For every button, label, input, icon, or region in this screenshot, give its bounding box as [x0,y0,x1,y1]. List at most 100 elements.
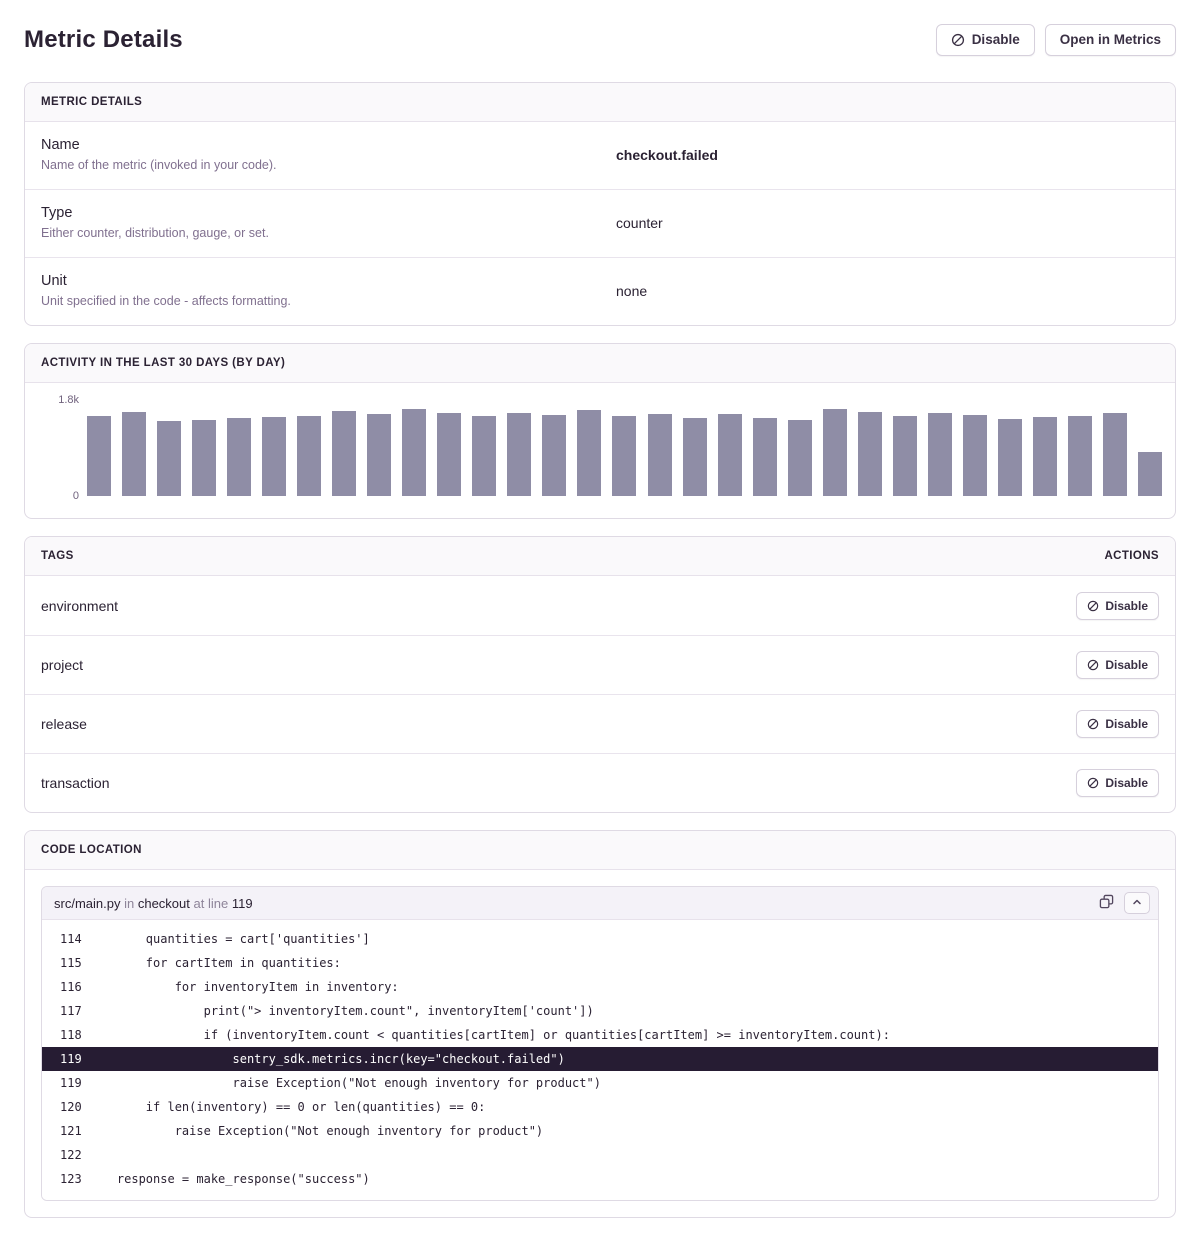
code-line-number: 119 [60,1052,82,1066]
disable-tag-button-label: Disable [1105,658,1148,672]
activity-bar [822,408,847,496]
code-line-text: raise Exception("Not enough inventory fo… [88,1124,544,1138]
code-line-number: 115 [60,956,82,970]
chart-plot-area [87,400,1162,496]
code-line-text: response = make_response("success") [88,1172,370,1186]
frame-line-number: 119 [231,895,253,911]
activity-bar [1102,413,1127,496]
activity-bar [787,419,812,496]
open-in-metrics-button[interactable]: Open in Metrics [1044,24,1176,56]
disable-tag-button[interactable]: Disable [1076,651,1159,679]
metric-detail-key: Unit Unit specified in the code - affect… [41,273,600,308]
tag-name: release [41,716,87,732]
metric-detail-row: Name Name of the metric (invoked in your… [25,122,1175,189]
activity-bar [472,415,497,496]
activity-bar [997,419,1022,496]
code-location-panel: CODE LOCATION src/main.py in checkout at… [24,830,1176,1218]
slashed-circle-icon [1087,777,1099,789]
metric-detail-label: Type [41,205,73,221]
code-line-number: 121 [60,1124,82,1138]
metric-detail-label: Unit [41,273,67,289]
disable-button-label: Disable [971,32,1020,47]
metric-detail-key: Type Either counter, distribution, gauge… [41,205,600,240]
code-line-text: if len(inventory) == 0 or len(quantities… [88,1100,486,1114]
tags-rows: environment Disable project Disable rele… [25,576,1175,812]
collapse-snippet-button[interactable] [1124,892,1150,914]
code-line-number: 116 [60,980,82,994]
activity-bar [262,416,287,496]
y-axis-max-label: 1.8k [58,394,79,406]
activity-bar [507,413,532,496]
activity-bar-chart: 1.8k 0 [25,383,1175,518]
code-line-text: sentry_sdk.metrics.incr(key="checkout.fa… [88,1052,565,1066]
code-line: 122 [42,1143,1158,1167]
code-line-number: 120 [60,1100,82,1114]
activity-bar [227,417,252,496]
metric-detail-value: counter [616,214,663,231]
activity-panel-header: ACTIVITY IN THE LAST 30 DAYS (BY DAY) [25,344,1175,383]
frame-file: src/main.py [54,895,121,911]
code-line-text: quantities = cart['quantities'] [88,932,370,946]
metric-detail-value: none [616,282,648,299]
tags-panel-header: TAGS ACTIONS [25,537,1175,576]
code-line: 121 raise Exception("Not enough inventor… [42,1119,1158,1143]
metric-details-panel: METRIC DETAILS Name Name of the metric (… [24,82,1176,326]
tag-name: transaction [41,775,110,791]
chart-y-axis: 1.8k 0 [41,394,87,502]
code-line-number: 119 [60,1076,82,1090]
header-actions: Disable Open in Metrics [935,24,1176,56]
disable-tag-button-label: Disable [1105,598,1148,613]
activity-bar [367,414,392,496]
slashed-circle-icon [951,33,965,47]
code-line-text [88,1143,1158,1167]
copy-icon [1099,894,1114,912]
code-line-number: 114 [60,932,82,946]
frame-function: checkout [137,895,190,911]
metric-detail-label: Name [41,137,80,153]
code-line: 123 response = make_response("success") [42,1167,1158,1191]
metric-detail-value: checkout.failed [616,146,718,163]
code-line: 116 for inventoryItem in inventory: [42,975,1158,999]
code-line: 114 quantities = cart['quantities'] [42,927,1158,951]
metric-detail-description: Unit specified in the code - affects for… [41,294,291,308]
activity-bar [297,415,322,496]
activity-panel: ACTIVITY IN THE LAST 30 DAYS (BY DAY) 1.… [24,343,1176,519]
code-line-text: raise Exception("Not enough inventory fo… [88,1076,601,1090]
activity-bar [892,416,917,496]
code-location-panel-header: CODE LOCATION [25,831,1175,870]
copy-code-button[interactable] [1097,892,1116,914]
code-line-text: for cartItem in quantities: [88,956,341,970]
activity-bar [87,415,111,496]
disable-tag-button[interactable]: Disable [1076,591,1159,620]
slashed-circle-icon [1087,600,1099,612]
code-line-text: for inventoryItem in inventory: [88,980,399,994]
activity-bar [962,414,987,496]
tag-row: environment Disable [25,576,1175,635]
activity-bar [192,419,217,496]
code-line: 119 sentry_sdk.metrics.incr(key="checkou… [42,1047,1158,1071]
activity-bar [857,411,882,496]
tag-row: transaction Disable [25,753,1175,812]
code-line: 117 print("> inventoryItem.count", inven… [42,999,1158,1023]
metric-detail-row: Type Either counter, distribution, gauge… [25,189,1175,257]
disable-tag-button-label: Disable [1105,717,1148,731]
activity-bar [157,420,182,496]
code-line-number: 117 [60,1004,82,1018]
activity-bar [612,415,637,496]
tags-column-title: TAGS [41,550,74,562]
disable-tag-button[interactable]: Disable [1076,769,1159,797]
open-in-metrics-label: Open in Metrics [1059,32,1161,47]
code-line: 120 if len(inventory) == 0 or len(quanti… [42,1095,1158,1119]
activity-bar [1137,452,1162,496]
activity-bar [1067,416,1092,496]
chevron-up-icon [1131,896,1143,911]
page-header: Metric Details Disable Open in Metrics [24,24,1176,56]
disable-metric-button[interactable]: Disable [935,24,1035,56]
disable-tag-button[interactable]: Disable [1076,710,1159,738]
tag-row: release Disable [25,694,1175,753]
frame-info: src/main.py in checkout at line 119 [54,896,253,911]
code-snippet: src/main.py in checkout at line 119 [41,886,1159,1201]
activity-bar [647,414,672,496]
code-line: 119 raise Exception("Not enough inventor… [42,1071,1158,1095]
code-line: 115 for cartItem in quantities: [42,951,1158,975]
